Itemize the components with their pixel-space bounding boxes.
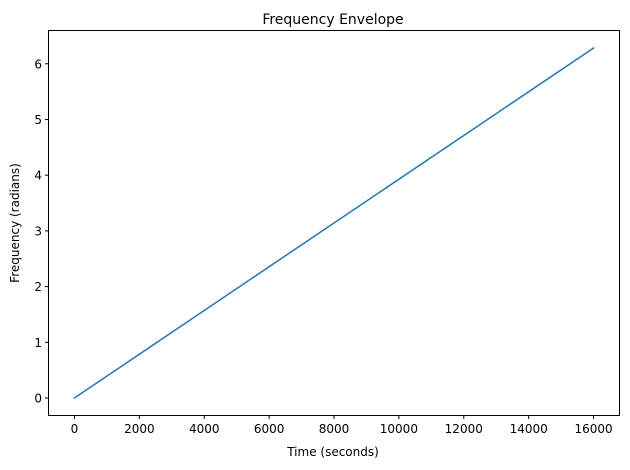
series-line-0 [73, 46, 595, 400]
x-tick-label: 8000 [319, 422, 350, 436]
x-tick-label: 2000 [124, 422, 155, 436]
y-axis-label: Frequency (radians) [8, 163, 22, 283]
y-tick-label: 3 [34, 224, 42, 238]
y-tick-label: 4 [34, 169, 42, 183]
y-axis: 0 1 2 3 4 5 6 [34, 57, 49, 405]
x-tick-label: 14000 [510, 422, 548, 436]
y-tick-label: 6 [34, 57, 42, 71]
x-tick-label: 10000 [380, 422, 418, 436]
x-tick-label: 12000 [445, 422, 483, 436]
x-axis-label: Time (seconds) [286, 445, 379, 459]
x-tick-label: 4000 [189, 422, 220, 436]
y-tick-label: 5 [34, 113, 42, 127]
x-tick-label: 0 [71, 422, 79, 436]
x-tick-label: 16000 [574, 422, 612, 436]
chart-title: Frequency Envelope [262, 12, 403, 28]
x-axis: 0 2000 4000 6000 8000 10000 12000 14000 16000 [71, 415, 613, 436]
x-tick-label: 6000 [254, 422, 285, 436]
series-layer [73, 46, 595, 400]
y-tick-label: 2 [34, 280, 42, 294]
y-tick-label: 1 [34, 336, 42, 350]
y-tick-label: 0 [34, 391, 42, 405]
